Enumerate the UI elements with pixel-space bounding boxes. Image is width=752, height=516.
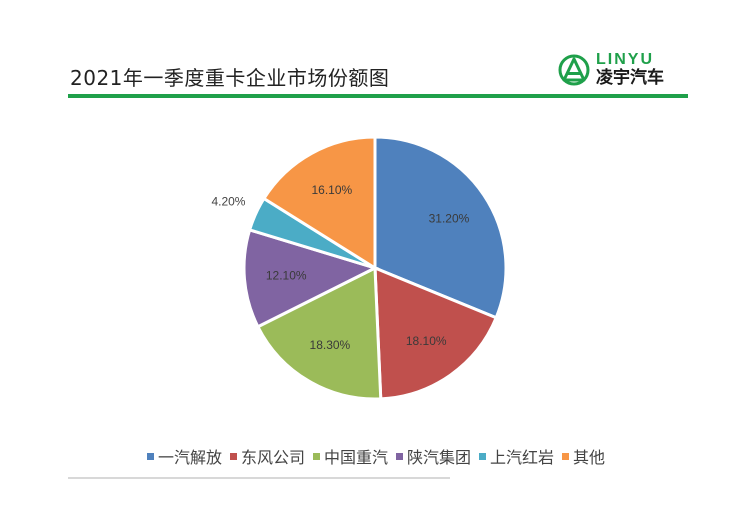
logo-text-cn: 凌宇汽车 — [596, 68, 664, 88]
pie-slice-1 — [373, 265, 499, 401]
linyu-logo: LINYU 凌宇汽车 — [558, 52, 664, 87]
legend-swatch-icon — [396, 452, 403, 460]
title-underline — [68, 94, 688, 98]
legend-label: 其他 — [573, 448, 606, 467]
pie-slice-0 — [373, 135, 508, 320]
legend-item-3: 陕汽集团 — [396, 444, 471, 468]
legend-label: 上汽红岩 — [490, 448, 555, 467]
slice-label-5: 16.10% — [311, 183, 352, 197]
legend-swatch-icon — [479, 452, 487, 460]
legend-swatch-icon — [229, 452, 237, 460]
pie-slice-5 — [261, 135, 377, 271]
bottom-divider — [68, 477, 450, 479]
pie-slice-3 — [242, 228, 380, 329]
legend-swatch-icon — [312, 452, 320, 460]
slice-label-4: 4.20% — [211, 194, 245, 208]
chart-title: 2021年一季度重卡企业市场份额图 — [70, 66, 390, 90]
legend-swatch-icon — [146, 452, 154, 460]
logo-text-en: LINYU — [596, 51, 654, 68]
legend-item-5: 其他 — [562, 444, 605, 468]
legend-label: 中国重汽 — [323, 448, 388, 467]
slice-label-2: 18.30% — [310, 338, 351, 352]
slice-label-3: 12.10% — [266, 269, 307, 283]
slice-label-1: 18.10% — [406, 334, 447, 348]
legend-swatch-icon — [562, 452, 570, 460]
legend-label: 东风公司 — [240, 448, 305, 467]
linyu-logo-icon — [558, 54, 590, 85]
pie-slice-2 — [255, 265, 383, 401]
slice-label-0: 31.20% — [429, 211, 470, 225]
chart-legend: 一汽解放 东风公司 中国重汽 陕汽集团 上汽红岩 其他 — [0, 444, 752, 468]
legend-item-2: 中国重汽 — [312, 444, 388, 468]
legend-label: 一汽解放 — [157, 448, 222, 467]
legend-item-0: 一汽解放 — [146, 444, 222, 468]
legend-item-4: 上汽红岩 — [479, 444, 554, 468]
legend-label: 陕汽集团 — [407, 448, 472, 467]
legend-item-1: 东风公司 — [229, 444, 305, 468]
